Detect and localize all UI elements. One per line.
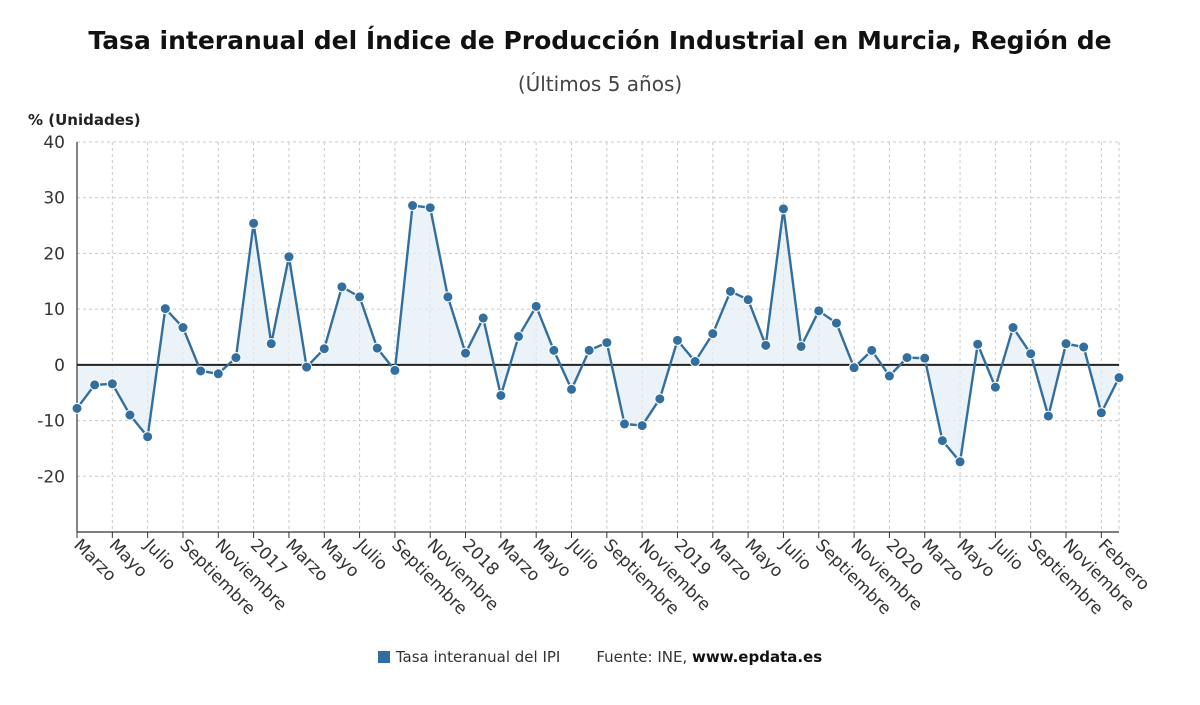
source-site: www.epdata.es <box>691 648 823 666</box>
chart-subtitle: (Últimos 5 años) <box>517 72 683 96</box>
data-point <box>1095 407 1107 419</box>
legend-swatch <box>377 651 390 663</box>
data-point <box>671 334 683 346</box>
legend-label: Tasa interanual del IPI <box>395 648 561 666</box>
data-point <box>283 251 295 263</box>
data-point <box>583 344 595 356</box>
data-point <box>318 343 330 355</box>
legend: Tasa interanual del IPI Fuente: INE, www.… <box>0 648 1200 666</box>
series-fill <box>77 205 1119 462</box>
y-tick-label: -10 <box>37 412 65 432</box>
data-point <box>477 312 489 324</box>
data-point <box>954 456 966 468</box>
data-point <box>777 203 789 215</box>
y-tick-label: 40 <box>43 133 65 153</box>
data-point <box>301 361 313 373</box>
data-point <box>89 379 101 391</box>
y-tick-label: 30 <box>43 189 65 209</box>
y-tick-label: 10 <box>43 300 65 320</box>
data-point <box>795 340 807 352</box>
data-point <box>1078 341 1090 353</box>
data-point <box>230 352 242 364</box>
data-point <box>813 305 825 317</box>
data-point <box>636 420 648 432</box>
data-point <box>371 342 383 354</box>
data-point <box>159 303 171 315</box>
data-point <box>618 418 630 430</box>
data-point <box>195 365 207 377</box>
data-point <box>1060 338 1072 350</box>
data-point <box>460 347 472 359</box>
data-point <box>248 217 260 229</box>
x-tick-labels: MarzoMayoJulioSeptiembreNoviembre2017Mar… <box>69 535 1153 619</box>
data-point <box>919 352 931 364</box>
y-tick-label: -20 <box>37 467 65 487</box>
axes <box>76 142 1119 538</box>
series-points <box>71 200 1125 468</box>
data-point <box>442 291 454 303</box>
data-point <box>830 317 842 329</box>
data-point <box>106 378 118 390</box>
data-point <box>71 402 83 414</box>
y-tick-label: 20 <box>43 244 65 264</box>
data-point <box>1042 410 1054 422</box>
data-point <box>142 431 154 443</box>
data-point <box>724 285 736 297</box>
data-point <box>424 202 436 214</box>
data-point <box>901 352 913 364</box>
data-point <box>742 294 754 306</box>
data-point <box>1113 372 1125 384</box>
data-point <box>936 435 948 447</box>
data-point <box>177 322 189 334</box>
data-point <box>689 356 701 368</box>
data-point <box>336 281 348 293</box>
data-point <box>989 381 1001 393</box>
source-note: Fuente: INE, www.epdata.es <box>596 648 823 666</box>
data-point <box>866 344 878 356</box>
data-point <box>707 328 719 340</box>
y-tick-labels: 40 30 20 10 0 -10 -20 <box>37 133 65 487</box>
data-point <box>1007 322 1019 334</box>
data-point <box>495 390 507 401</box>
data-point <box>265 338 277 350</box>
data-point <box>530 300 542 312</box>
data-point <box>601 337 613 349</box>
data-point <box>883 370 895 382</box>
series-area <box>77 205 1119 462</box>
data-point <box>760 339 772 351</box>
data-point <box>513 330 525 342</box>
data-point <box>124 409 136 421</box>
grid-lines <box>76 141 1120 532</box>
data-point <box>548 344 560 356</box>
data-point <box>389 364 401 376</box>
data-point <box>212 368 224 380</box>
data-point <box>566 383 578 395</box>
y-axis-label: % (Unidades) <box>28 111 141 129</box>
data-point <box>354 291 366 303</box>
data-point <box>972 338 984 350</box>
data-point <box>654 393 666 405</box>
data-point <box>407 200 419 212</box>
data-point <box>1025 348 1037 360</box>
chart-title: Tasa interanual del Índice de Producción… <box>88 26 1112 55</box>
data-point <box>848 362 860 374</box>
y-tick-label: 0 <box>54 356 65 376</box>
